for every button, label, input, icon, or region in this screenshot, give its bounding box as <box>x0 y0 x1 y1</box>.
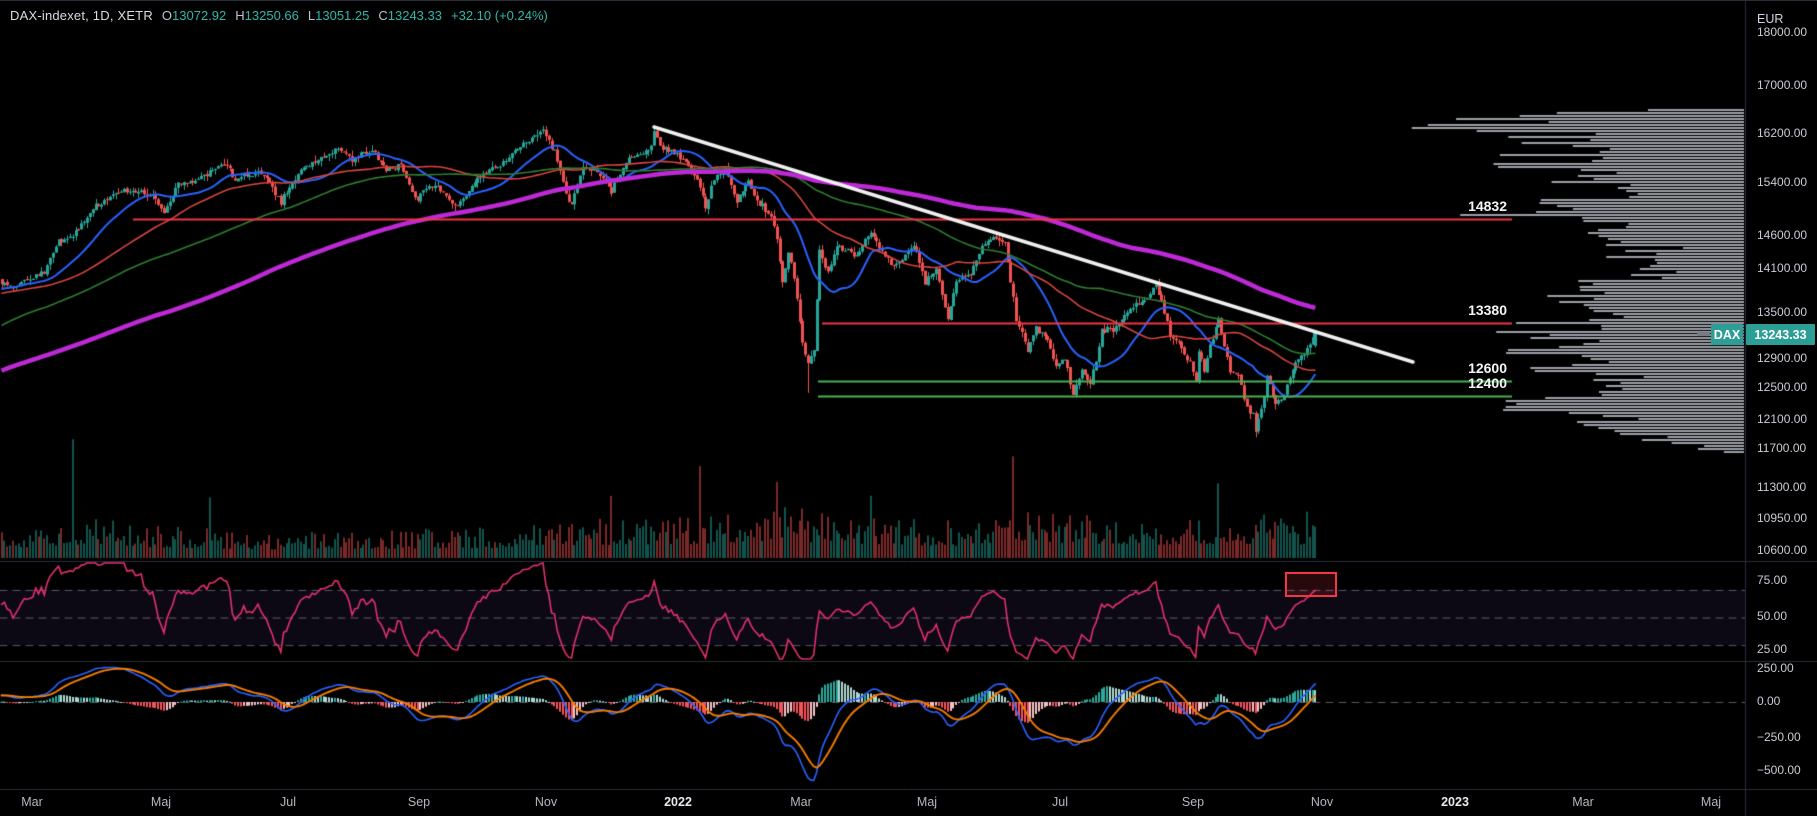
chart-canvas[interactable] <box>0 1 1817 816</box>
trading-chart-window: DAX-indexet, 1D, XETR O13072.92 H13250.6… <box>0 0 1817 816</box>
